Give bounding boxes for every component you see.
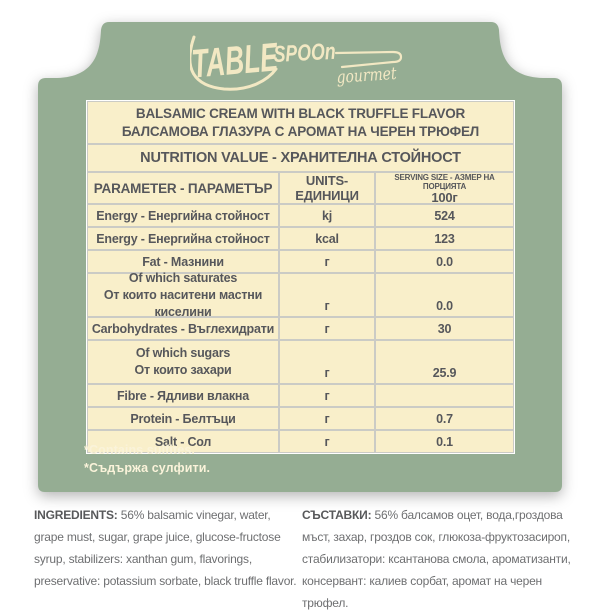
brand-word-spoon: SPOOn <box>273 38 336 67</box>
row-parameter-en: Of which saturates <box>128 270 238 285</box>
row-value: 30 <box>376 318 513 339</box>
row-parameter: Energy - Енергийна стойност <box>88 205 278 226</box>
table-row-carbohydrates: Carbohydrates - Въглехидрати г 30 <box>88 318 513 339</box>
ingredients-bulgarian-text: 56% балсамов оцет, вода,гроздова мъст, з… <box>302 508 571 610</box>
row-parameter: Fibre - Ядливи влакна <box>88 385 278 406</box>
row-parameter: Salt - Сол <box>88 431 278 452</box>
serving-size-label: SERVING SIZE - АЗМЕР НА ПОРЦИЯТА <box>394 172 495 191</box>
column-header-serving: SERVING SIZE - АЗМЕР НА ПОРЦИЯТА 100г <box>376 172 513 205</box>
spoon-bowl-stroke <box>190 35 278 91</box>
ingredients-english: INGREDIENTS: 56% balsamic vinegar, water… <box>34 504 298 592</box>
row-parameter: Of which saturates От които наситени мас… <box>88 271 278 319</box>
row-parameter: Fat - Мазнини <box>88 251 278 272</box>
footnote-bg: *Съдържа сулфити. <box>84 461 211 475</box>
row-units: г <box>280 274 374 316</box>
row-parameter-bg: От които захари <box>134 363 232 377</box>
column-header-parameter: PARAMETER - ПАРАМЕТЪР <box>88 173 278 203</box>
table-row-energy-kcal: Energy - Енергийна стойност kcal 123 <box>88 228 513 249</box>
table-row-energy-kj: Energy - Енергийна стойност kj 524 <box>88 205 513 226</box>
sulfites-footnotes: *Contains sulfites. *Съдържа сулфити. <box>84 441 210 477</box>
product-title-bg: БАЛСАМОВА ГЛАЗУРА С АРОМАТ НА ЧЕРЕН ТРЮФ… <box>121 123 480 139</box>
row-units: г <box>280 431 374 452</box>
brand-logo: TABLE SPOOn gourmet <box>190 35 403 91</box>
ingredients-english-label: INGREDIENTS: <box>34 508 118 522</box>
table-row-salt: Salt - Сол г 0.1 <box>88 431 513 452</box>
brand-word-table: TABLE <box>190 35 280 86</box>
spoon-handle-stroke <box>334 50 403 69</box>
table-row-saturates: Of which saturates От които наситени мас… <box>88 271 513 319</box>
serving-size-amount: 100г <box>431 189 458 205</box>
product-title-en: BALSAMIC CREAM WITH BLACK TRUFFLE FLAVOR <box>135 105 466 121</box>
row-value: 524 <box>376 205 513 226</box>
product-title-row: BALSAMIC CREAM WITH BLACK TRUFFLE FLAVOR… <box>88 102 513 143</box>
row-value: 0.0 <box>376 274 513 316</box>
product-title: BALSAMIC CREAM WITH BLACK TRUFFLE FLAVOR… <box>88 102 513 143</box>
ingredients-bulgarian-label: СЪСТАВКИ: <box>302 508 372 522</box>
row-units: г <box>280 385 374 406</box>
nutrition-table: BALSAMIC CREAM WITH BLACK TRUFFLE FLAVOR… <box>86 100 515 454</box>
ingredients-english-text: 56% balsamic vinegar, water, grape must,… <box>34 508 297 588</box>
row-parameter: Energy - Енергийна стойност <box>88 228 278 249</box>
column-header-row: PARAMETER - ПАРАМЕТЪР UNITS-ЕДИНИЦИ SERV… <box>88 172 513 205</box>
row-value <box>376 385 513 406</box>
row-parameter: Of which sugars От които захари <box>88 341 278 383</box>
brand-tagline: gourmet <box>336 64 397 88</box>
table-row-fibre: Fibre - Ядливи влакна г <box>88 385 513 406</box>
footnote-en: *Contains sulfites. <box>84 443 195 457</box>
row-units: kj <box>280 205 374 226</box>
row-units: г <box>280 318 374 339</box>
nutrition-header: NUTRITION VALUE - ХРАНИТЕЛНА СТОЙНОСТ <box>88 145 513 171</box>
table-row-sugars: Of which sugars От които захари г 25.9 <box>88 341 513 383</box>
row-parameter: Protein - Белтъци <box>88 408 278 429</box>
row-value: 25.9 <box>376 341 513 383</box>
row-units: г <box>280 341 374 383</box>
row-units: г <box>280 251 374 272</box>
column-header-units: UNITS-ЕДИНИЦИ <box>280 173 374 203</box>
row-parameter: Carbohydrates - Въглехидрати <box>88 318 278 339</box>
row-parameter-bg: От които наситени мастни киселини <box>103 287 263 319</box>
row-value: 0.7 <box>376 408 513 429</box>
table-row-protein: Protein - Белтъци г 0.7 <box>88 408 513 429</box>
row-units: kcal <box>280 228 374 249</box>
table-row-fat: Fat - Мазнини г 0.0 <box>88 251 513 272</box>
ingredients-bulgarian: СЪСТАВКИ: 56% балсамов оцет, вода,гроздо… <box>302 504 582 614</box>
row-parameter-en: Of which sugars <box>135 346 231 360</box>
row-value: 0.0 <box>376 251 513 272</box>
row-value: 123 <box>376 228 513 249</box>
nutrition-header-row: NUTRITION VALUE - ХРАНИТЕЛНА СТОЙНОСТ <box>88 145 513 171</box>
row-value: 0.1 <box>376 431 513 452</box>
row-units: г <box>280 408 374 429</box>
